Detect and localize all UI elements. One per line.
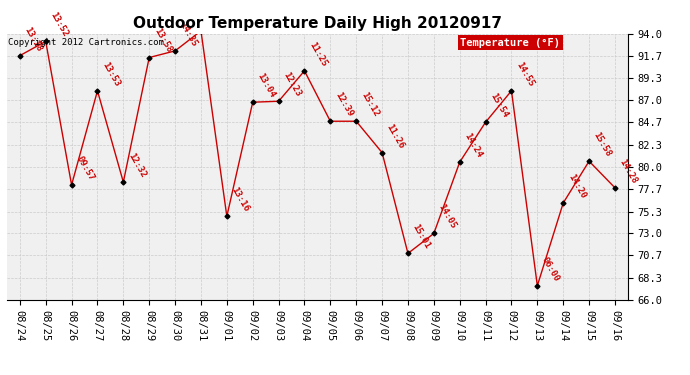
Text: 12:23: 12:23 [282, 71, 303, 99]
Text: 15:12: 15:12 [359, 91, 380, 118]
Text: 14:20: 14:20 [566, 172, 587, 200]
Text: 13:52: 13:52 [48, 11, 70, 39]
Text: 13:18: 13:18 [23, 25, 44, 53]
Text: 15:58: 15:58 [592, 130, 613, 158]
Text: 11:26: 11:26 [385, 122, 406, 150]
Text: 14:28: 14:28 [618, 157, 639, 185]
Text: Temperature (°F): Temperature (°F) [460, 38, 560, 48]
Text: Copyright 2012 Cartronics.com: Copyright 2012 Cartronics.com [8, 38, 164, 47]
Text: 15:01: 15:01 [411, 223, 432, 251]
Text: 12:39: 12:39 [333, 91, 355, 118]
Text: 13:58: 13:58 [152, 27, 173, 55]
Text: 14:05: 14:05 [437, 203, 458, 231]
Text: 13:04: 13:04 [255, 72, 277, 99]
Text: 14:35: 14:35 [178, 20, 199, 48]
Text: 13:05: 13:05 [0, 374, 1, 375]
Text: 14:55: 14:55 [514, 60, 535, 88]
Text: 12:32: 12:32 [126, 152, 148, 179]
Text: 13:16: 13:16 [230, 186, 251, 213]
Title: Outdoor Temperature Daily High 20120917: Outdoor Temperature Daily High 20120917 [133, 16, 502, 31]
Text: 15:54: 15:54 [489, 92, 510, 119]
Text: 06:00: 06:00 [540, 255, 562, 283]
Text: 13:53: 13:53 [100, 60, 121, 88]
Text: 11:25: 11:25 [307, 40, 328, 68]
Text: 14:24: 14:24 [462, 132, 484, 159]
Text: 09:57: 09:57 [75, 154, 96, 182]
